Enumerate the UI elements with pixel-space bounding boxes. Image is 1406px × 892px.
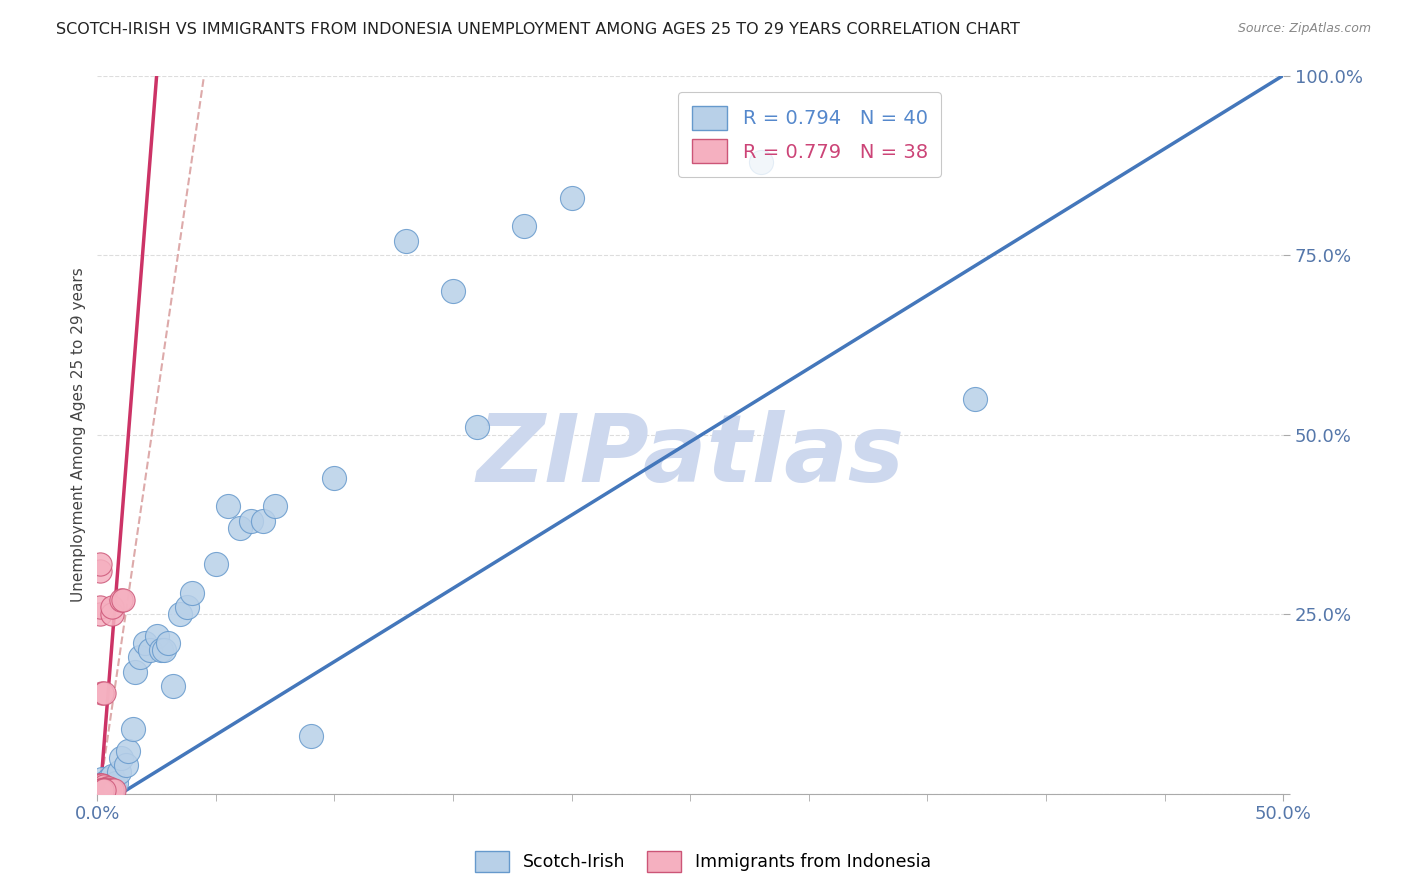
Point: [91, 686, 114, 700]
Point: [110, 592, 132, 607]
Point: [150, 643, 173, 657]
Point: [89, 778, 111, 792]
Point: [323, 471, 346, 485]
Point: [465, 420, 488, 434]
Point: [93, 783, 115, 797]
Point: [96, 780, 118, 794]
Point: [91, 772, 114, 787]
Point: [103, 780, 125, 794]
Point: [89, 780, 111, 794]
Y-axis label: Unemployment Among Ages 25 to 29 years: Unemployment Among Ages 25 to 29 years: [72, 268, 86, 602]
Point: [134, 636, 156, 650]
Text: ZIPatlas: ZIPatlas: [477, 410, 904, 502]
Point: [89, 780, 111, 794]
Point: [91, 780, 114, 795]
Point: [89, 780, 111, 795]
Point: [98, 783, 121, 797]
Point: [103, 783, 125, 797]
Legend: R = 0.794   N = 40, R = 0.779   N = 38: R = 0.794 N = 40, R = 0.779 N = 38: [679, 93, 942, 177]
Point: [93, 686, 115, 700]
Point: [91, 783, 114, 797]
Point: [98, 783, 121, 797]
Point: [395, 234, 418, 248]
Point: [138, 643, 160, 657]
Point: [96, 780, 118, 795]
Point: [162, 679, 184, 693]
Point: [107, 765, 129, 780]
Point: [169, 607, 191, 621]
Point: [152, 643, 174, 657]
Point: [89, 607, 111, 621]
Point: [89, 783, 111, 797]
Point: [157, 636, 180, 650]
Point: [181, 585, 204, 599]
Point: [98, 780, 121, 795]
Point: [299, 729, 322, 743]
Legend: Scotch-Irish, Immigrants from Indonesia: Scotch-Irish, Immigrants from Indonesia: [468, 844, 938, 879]
Point: [129, 650, 152, 665]
Point: [217, 500, 239, 514]
Point: [561, 191, 583, 205]
Point: [93, 783, 115, 797]
Point: [240, 514, 263, 528]
Text: SCOTCH-IRISH VS IMMIGRANTS FROM INDONESIA UNEMPLOYMENT AMONG AGES 25 TO 29 YEARS: SCOTCH-IRISH VS IMMIGRANTS FROM INDONESI…: [56, 22, 1021, 37]
Point: [100, 599, 122, 614]
Point: [205, 557, 228, 571]
Point: [110, 751, 132, 765]
Text: Source: ZipAtlas.com: Source: ZipAtlas.com: [1237, 22, 1371, 36]
Point: [441, 284, 464, 298]
Point: [112, 592, 135, 607]
Point: [93, 776, 115, 790]
Point: [100, 769, 122, 783]
Point: [98, 772, 121, 787]
Point: [963, 392, 986, 406]
Point: [91, 783, 114, 797]
Point: [124, 665, 146, 679]
Point: [176, 599, 198, 614]
Point: [93, 780, 115, 794]
Point: [96, 783, 118, 797]
Point: [96, 783, 118, 797]
Point: [89, 778, 111, 792]
Point: [89, 780, 111, 794]
Point: [751, 154, 773, 169]
Point: [89, 599, 111, 614]
Point: [145, 629, 167, 643]
Point: [93, 780, 115, 795]
Point: [93, 783, 115, 797]
Point: [122, 722, 145, 736]
Point: [89, 564, 111, 578]
Point: [91, 783, 114, 797]
Point: [513, 219, 536, 234]
Point: [264, 500, 287, 514]
Point: [252, 514, 274, 528]
Point: [100, 607, 122, 621]
Point: [117, 743, 139, 757]
Point: [91, 778, 114, 792]
Point: [91, 780, 114, 794]
Point: [105, 776, 128, 790]
Point: [228, 521, 250, 535]
Point: [89, 557, 111, 571]
Point: [89, 780, 111, 795]
Point: [89, 783, 111, 797]
Point: [100, 783, 122, 797]
Point: [89, 783, 111, 797]
Point: [114, 758, 136, 772]
